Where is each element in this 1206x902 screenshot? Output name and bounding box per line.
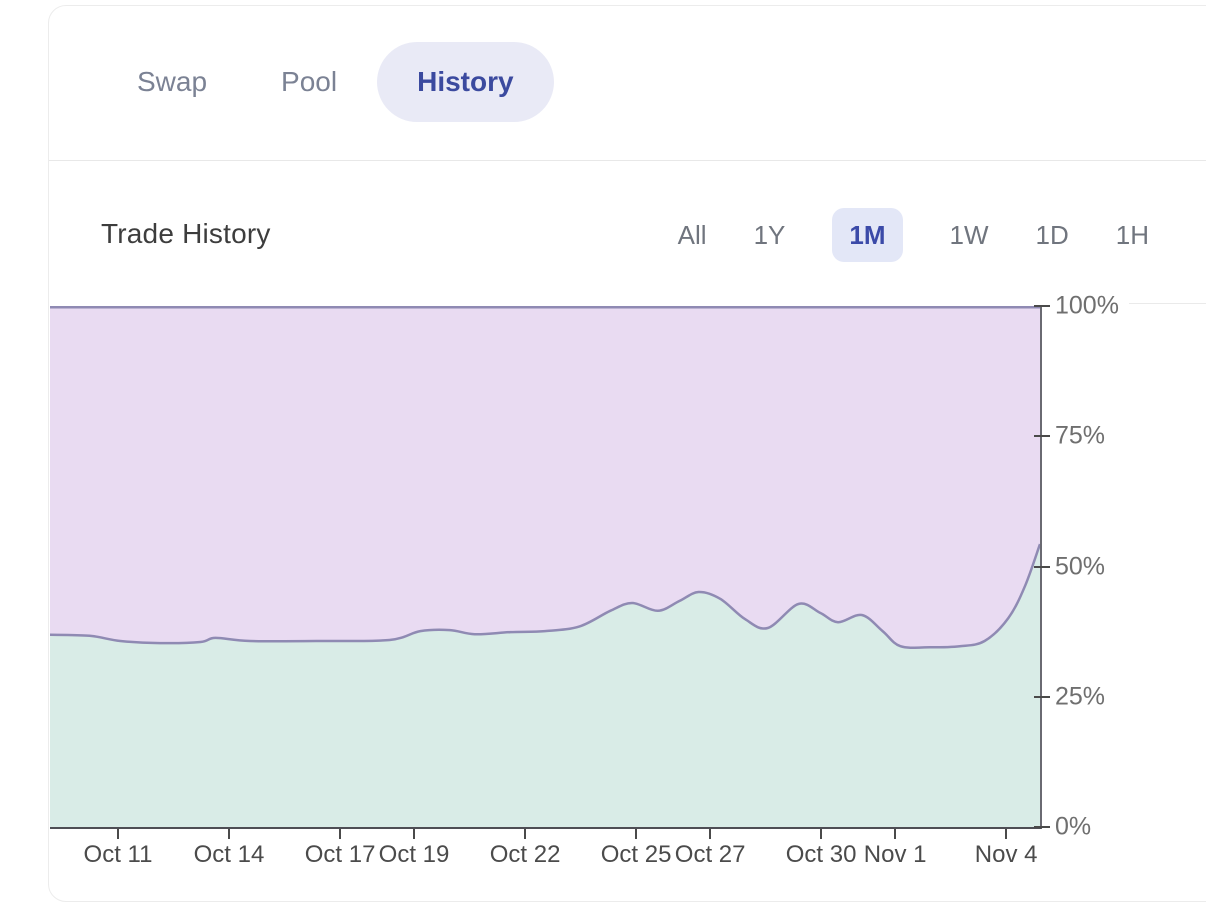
- y-axis-label: 25%: [1055, 682, 1106, 711]
- x-axis-label: Oct 22: [489, 841, 561, 868]
- range-1y[interactable]: 1Y: [753, 220, 786, 250]
- x-axis-label: Oct 17: [304, 841, 376, 868]
- x-axis-tick: [1005, 829, 1008, 839]
- range-1d[interactable]: 1D: [1035, 220, 1069, 250]
- x-axis-label: Oct 27: [674, 841, 746, 868]
- x-axis-tick: [894, 829, 897, 839]
- x-axis-label: Oct 11: [83, 841, 153, 868]
- y-axis-label: 50%: [1055, 552, 1106, 580]
- y-axis-tick: [1034, 435, 1050, 438]
- x-axis-tick: [635, 829, 638, 839]
- swap-widget-card: Swap Pool History Trade History All 1Y 1…: [48, 5, 1206, 902]
- x-axis-label: Oct 14: [193, 841, 265, 868]
- y-axis-tick: [1034, 565, 1050, 568]
- y-axis-label: 100%: [1055, 291, 1119, 320]
- x-axis-tick: [413, 829, 416, 839]
- time-range-selector: All 1Y 1M 1W 1D 1H: [678, 206, 1149, 264]
- x-axis-tick: [117, 829, 119, 839]
- gridline-100pct-extension: [1129, 303, 1206, 304]
- x-axis-label: Nov 1: [863, 841, 927, 868]
- x-axis-tick: [339, 829, 342, 839]
- y-axis-tick: [1034, 305, 1050, 307]
- y-axis-tick: [1034, 826, 1050, 828]
- area-bottom-series: [50, 544, 1040, 827]
- x-axis-tick: [227, 829, 230, 839]
- page-title: Trade History: [101, 218, 271, 249]
- chart-plot: [50, 306, 1042, 829]
- range-1m[interactable]: 1M: [832, 208, 903, 262]
- x-axis-tick: [524, 829, 527, 839]
- range-all[interactable]: All: [677, 220, 707, 250]
- x-axis-label: Nov 4: [974, 841, 1038, 868]
- y-axis-tick: [1034, 695, 1050, 698]
- range-1w[interactable]: 1W: [949, 220, 989, 250]
- x-axis-label: Oct 25: [600, 841, 672, 868]
- x-axis-tick: [709, 829, 712, 839]
- x-axis-tick: [820, 829, 823, 839]
- tab-bar: Swap Pool History: [137, 42, 554, 122]
- y-axis-label: 0%: [1055, 812, 1092, 841]
- x-axis-label: Oct 19: [378, 841, 450, 868]
- tab-pool[interactable]: Pool: [281, 66, 338, 97]
- tabs-divider: [49, 160, 1206, 161]
- boundary-line: [50, 543, 1040, 650]
- tab-history[interactable]: History: [377, 42, 554, 122]
- range-1h[interactable]: 1H: [1115, 220, 1149, 250]
- tab-swap[interactable]: Swap: [137, 66, 208, 97]
- y-axis-label: 75%: [1055, 421, 1106, 450]
- x-axis-label: Oct 30: [785, 841, 857, 868]
